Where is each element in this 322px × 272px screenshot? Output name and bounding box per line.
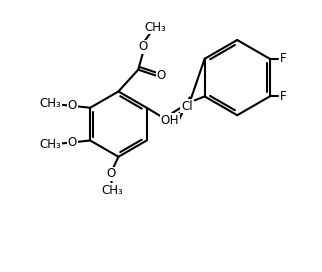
Text: O: O xyxy=(160,114,170,127)
Text: F: F xyxy=(280,52,287,65)
Text: CH₃: CH₃ xyxy=(40,138,62,151)
Text: O: O xyxy=(156,69,166,82)
Text: O: O xyxy=(68,136,77,149)
Text: F: F xyxy=(280,90,287,103)
Text: NH: NH xyxy=(162,114,180,127)
Text: O: O xyxy=(68,99,77,112)
Text: CH₃: CH₃ xyxy=(102,184,123,197)
Text: Cl: Cl xyxy=(181,100,193,113)
Text: O: O xyxy=(138,41,148,53)
Text: CH₃: CH₃ xyxy=(144,21,166,34)
Text: O: O xyxy=(106,167,115,180)
Text: CH₃: CH₃ xyxy=(40,97,62,110)
